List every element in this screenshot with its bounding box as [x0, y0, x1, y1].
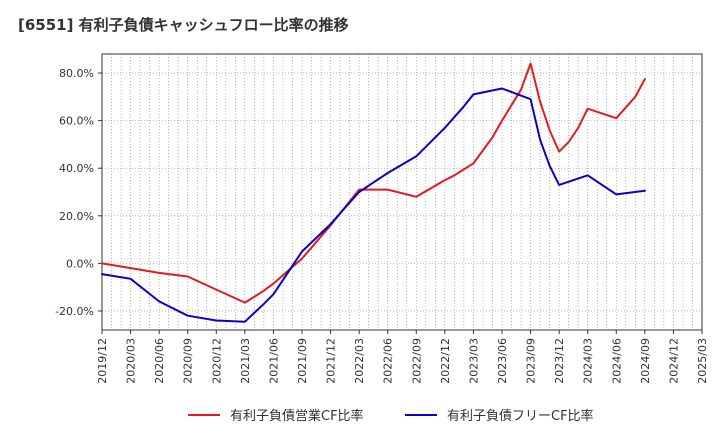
x-tick-label: 2024/09 [639, 338, 652, 384]
x-tick-label: 2023/12 [553, 338, 566, 384]
legend-label-1: 有利子負債営業CF比率 [230, 408, 364, 424]
chart-title: [6551] 有利子負債キャッシュフロー比率の推移 [18, 16, 349, 34]
y-tick-label: 0.0% [66, 257, 94, 270]
x-tick-label: 2023/09 [525, 338, 538, 384]
legend-layer: 有利子負債営業CF比率 有利子負債フリーCF比率 [188, 408, 594, 424]
axis-layer: -20.0% 0.0% 20.0% 40.0% 60.0% 80.0% 2019/12 202… [55, 53, 709, 384]
x-tick-label: 2020/03 [125, 338, 138, 384]
x-tick-label: 2022/12 [439, 338, 452, 384]
x-tick-label: 2024/12 [667, 338, 680, 384]
x-tick-label: 2021/09 [296, 338, 309, 384]
x-tick-label: 2022/06 [382, 338, 395, 384]
y-tick-label: 40.0% [59, 162, 94, 175]
series-line-1 [101, 62, 646, 304]
x-tick-label: 2025/03 [696, 338, 709, 384]
x-tick-label: 2022/09 [410, 338, 423, 384]
x-tick-label: 2021/12 [325, 338, 338, 384]
x-tick-label: 2021/06 [267, 338, 280, 384]
series-layer [101, 62, 646, 323]
x-tick-label: 2023/03 [467, 338, 480, 384]
y-tick-label: 20.0% [59, 210, 94, 223]
y-tick-label: 80.0% [59, 67, 94, 80]
legend-label-2: 有利子負債フリーCF比率 [447, 408, 594, 424]
x-tick-label: 2024/06 [610, 338, 623, 384]
x-tick-label: 2021/03 [239, 338, 252, 384]
y-tick-label: 60.0% [59, 115, 94, 128]
x-tick-label: 2020/06 [153, 338, 166, 384]
series-line-2 [101, 87, 646, 323]
x-tick-label: 2020/09 [182, 338, 195, 384]
x-tick-label: 2019/12 [96, 338, 109, 384]
x-tick-label: 2024/03 [582, 338, 595, 384]
x-tick-label: 2023/06 [496, 338, 509, 384]
x-tick-label: 2020/12 [210, 338, 223, 384]
x-tick-label: 2022/03 [353, 338, 366, 384]
y-tick-label: -20.0% [55, 305, 94, 318]
plot-frame [101, 53, 703, 331]
